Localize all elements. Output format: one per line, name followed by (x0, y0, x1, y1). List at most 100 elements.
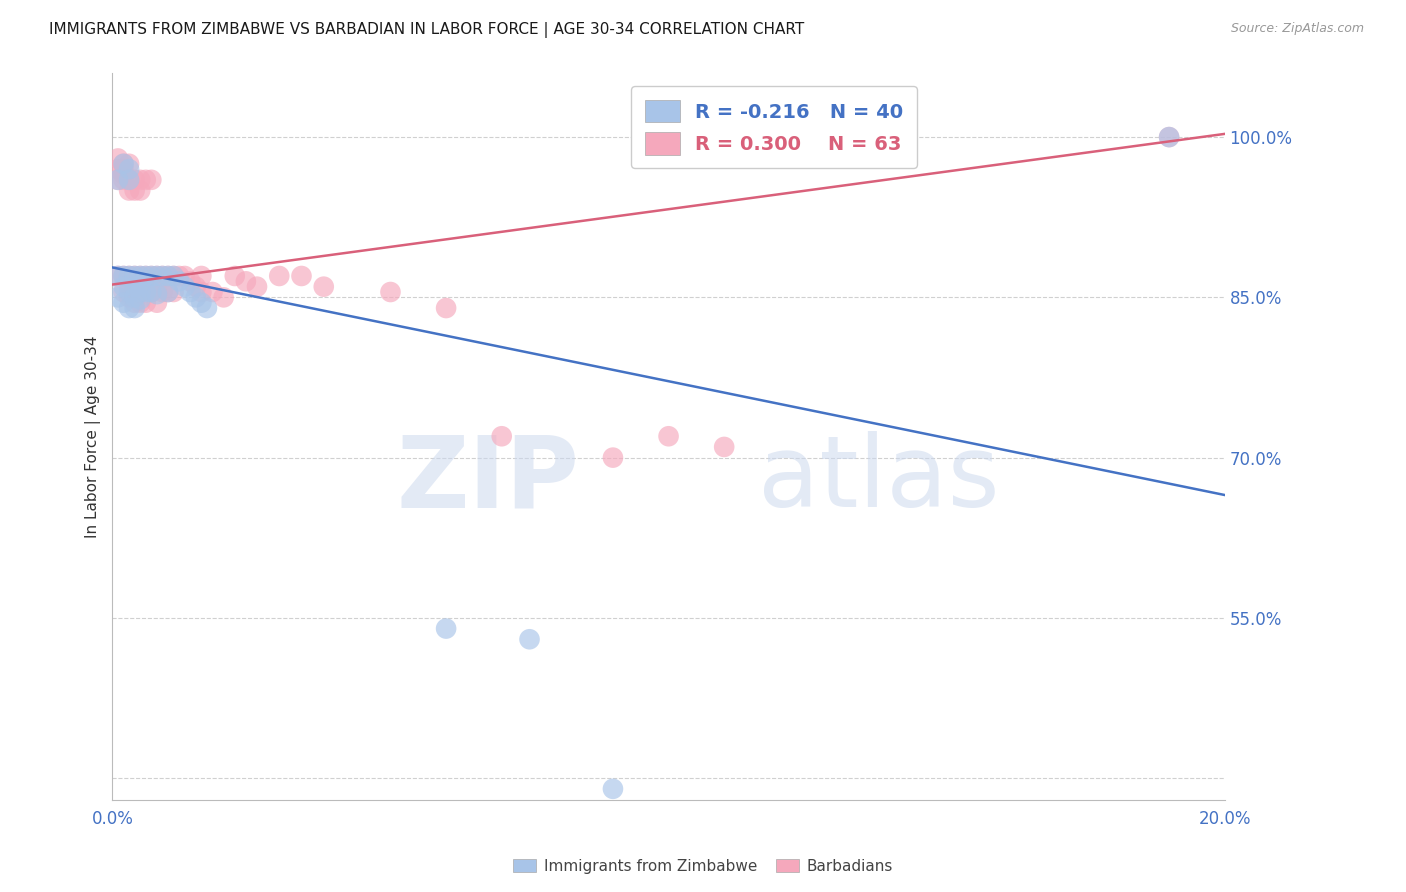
Point (129, 173, 152, 187)
Point (112, 162, 135, 177)
Point (118, 268, 141, 283)
Point (112, 285, 135, 299)
Point (124, 173, 146, 187)
Point (190, 295, 212, 310)
Point (173, 268, 195, 283)
Point (107, 290, 129, 304)
Point (713, 440, 735, 454)
Point (135, 173, 157, 187)
Point (434, 301, 457, 315)
Point (124, 290, 146, 304)
Point (112, 279, 135, 293)
Point (602, 781, 624, 796)
Point (135, 295, 157, 310)
Point (146, 268, 169, 283)
Point (129, 268, 152, 283)
Point (107, 268, 129, 283)
Text: atlas: atlas (758, 432, 1000, 528)
Point (184, 290, 207, 304)
Point (118, 157, 141, 171)
Point (112, 295, 135, 310)
Legend: Immigrants from Zimbabwe, Barbadians: Immigrants from Zimbabwe, Barbadians (508, 853, 898, 880)
Point (124, 268, 146, 283)
Point (290, 268, 312, 283)
Point (1159, 130, 1181, 145)
Point (152, 268, 174, 283)
Text: ZIP: ZIP (396, 432, 579, 528)
Point (658, 429, 681, 443)
Point (179, 285, 201, 299)
Point (235, 274, 257, 288)
Point (107, 173, 129, 187)
Point (146, 287, 169, 301)
Point (129, 184, 152, 198)
Point (190, 285, 212, 299)
Point (519, 632, 541, 647)
Point (224, 268, 246, 283)
Point (112, 168, 135, 182)
Point (141, 285, 163, 299)
Point (380, 285, 402, 299)
Point (157, 285, 180, 299)
Y-axis label: In Labor Force | Age 30-34: In Labor Force | Age 30-34 (86, 335, 101, 538)
Point (162, 268, 184, 283)
Point (107, 162, 129, 177)
Point (141, 173, 163, 187)
Point (124, 268, 146, 283)
Point (124, 184, 146, 198)
Point (107, 268, 129, 283)
Point (190, 268, 212, 283)
Point (201, 285, 224, 299)
Legend: R = -0.216   N = 40, R = 0.300    N = 63: R = -0.216 N = 40, R = 0.300 N = 63 (631, 87, 917, 169)
Point (118, 173, 141, 187)
Point (157, 268, 180, 283)
Point (135, 268, 157, 283)
Point (124, 301, 146, 315)
Point (157, 285, 180, 299)
Point (184, 279, 207, 293)
Point (173, 279, 195, 293)
Point (112, 173, 135, 187)
Point (129, 277, 152, 292)
Point (212, 290, 235, 304)
Point (118, 285, 141, 299)
Point (135, 285, 157, 299)
Point (146, 268, 169, 283)
Point (112, 157, 135, 171)
Point (129, 293, 152, 307)
Point (135, 279, 157, 293)
Point (118, 173, 141, 187)
Point (118, 162, 141, 177)
Point (118, 184, 141, 198)
Point (118, 279, 141, 293)
Point (107, 152, 129, 166)
Point (112, 157, 135, 171)
Point (129, 268, 152, 283)
Point (118, 301, 141, 315)
Point (129, 279, 152, 293)
Point (491, 429, 513, 443)
Point (195, 301, 218, 315)
Point (162, 285, 184, 299)
Point (124, 295, 146, 310)
Point (141, 285, 163, 299)
Point (312, 279, 335, 293)
Text: IMMIGRANTS FROM ZIMBABWE VS BARBADIAN IN LABOR FORCE | AGE 30-34 CORRELATION CHA: IMMIGRANTS FROM ZIMBABWE VS BARBADIAN IN… (49, 22, 804, 38)
Point (167, 268, 190, 283)
Point (118, 290, 141, 304)
Point (141, 268, 163, 283)
Point (157, 268, 180, 283)
Point (434, 622, 457, 636)
Point (602, 450, 624, 465)
Point (107, 173, 129, 187)
Point (162, 268, 184, 283)
Point (246, 279, 269, 293)
Point (141, 268, 163, 283)
Point (124, 279, 146, 293)
Point (112, 268, 135, 283)
Point (269, 268, 291, 283)
Point (135, 268, 157, 283)
Point (152, 285, 174, 299)
Point (112, 268, 135, 283)
Point (167, 274, 190, 288)
